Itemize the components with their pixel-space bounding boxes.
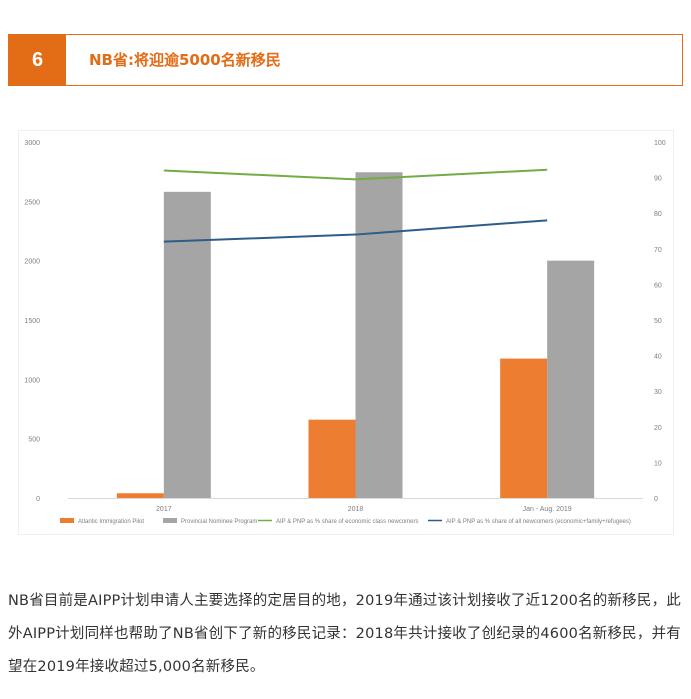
legend-swatch — [60, 518, 74, 523]
y-right-tick-label: 10 — [654, 460, 662, 467]
bar-aip — [500, 358, 548, 498]
y-left-tick-label: 1000 — [24, 377, 40, 384]
y-right-tick-label: 40 — [654, 354, 662, 361]
x-category-label: 2017 — [156, 506, 172, 513]
bar-pnp — [547, 260, 595, 498]
chart-svg: 0 500 1000 1500 2000 2500 3000 0 10 20 30 40 50 60 70… — [18, 130, 674, 535]
legend-swatch — [163, 518, 177, 523]
bar-aip — [308, 419, 356, 498]
y-right-tick-label: 90 — [654, 176, 662, 183]
line-series-all — [163, 219, 548, 243]
y-right-tick-label: 30 — [654, 389, 662, 396]
legend-label: AIP & PNP as % share of all newcomers (e… — [446, 519, 631, 525]
y-left-tick-label: 3000 — [24, 140, 40, 147]
y-right-tick-label: 60 — [654, 282, 662, 289]
body-paragraph: NB省目前是AIPP计划申请人主要选择的定居目的地，2019年通过该计划接收了近… — [8, 593, 681, 675]
section-title: NB省:将迎逾5000名新移民 — [89, 51, 281, 69]
y-left-tick-label: 1500 — [24, 318, 40, 325]
combo-chart: 0 500 1000 1500 2000 2500 3000 0 10 20 30 40 50 60 70… — [18, 130, 674, 535]
line-series-economic — [163, 168, 548, 181]
legend-label: Provincial Nominee Program — [181, 519, 257, 525]
bar-pnp — [355, 172, 403, 498]
y-right-tick-label: 70 — [654, 247, 662, 254]
bar-aip — [116, 493, 164, 498]
x-category-label: 2018 — [348, 506, 364, 513]
y-right-tick-label: 50 — [654, 318, 662, 325]
legend-label: Atlantic Immigration Pilot — [78, 519, 144, 525]
section-header: 6 NB省:将迎逾5000名新移民 — [8, 34, 683, 86]
y-right-tick-label: 0 — [654, 496, 658, 503]
bar-pnp — [163, 191, 211, 498]
y-left-tick-label: 2000 — [24, 259, 40, 266]
y-left-tick-label: 2500 — [24, 199, 40, 206]
y-right-tick-label: 80 — [654, 211, 662, 218]
y-left-tick-label: 0 — [36, 496, 40, 503]
y-right-tick-label: 20 — [654, 425, 662, 432]
y-left-tick-label: 500 — [28, 437, 40, 444]
legend-label: AIP & PNP as % share of economic class n… — [276, 519, 419, 525]
section-number-badge: 6 — [9, 35, 66, 85]
y-right-tick-label: 100 — [654, 140, 666, 147]
x-category-label: Jan - Aug. 2019 — [523, 506, 572, 513]
